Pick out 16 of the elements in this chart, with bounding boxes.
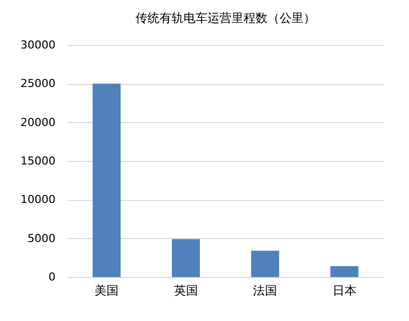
y-tick-label: 25000 bbox=[20, 77, 56, 90]
chart-title: 传统有轨电车运营里程数（公里） bbox=[136, 11, 316, 25]
bar bbox=[330, 266, 358, 277]
y-tick-label: 15000 bbox=[20, 154, 56, 168]
bar bbox=[172, 239, 200, 277]
x-tick-label: 美国 bbox=[94, 284, 119, 298]
x-tick-label: 法国 bbox=[253, 284, 278, 298]
bar bbox=[92, 84, 121, 277]
x-tick-label: 日本 bbox=[332, 284, 356, 298]
y-tick-label: 20000 bbox=[20, 116, 56, 129]
x-tick-label: 英国 bbox=[174, 284, 198, 298]
y-tick-label: 10000 bbox=[20, 193, 56, 206]
y-tick-label: 30000 bbox=[20, 38, 56, 52]
y-tick-label: 0 bbox=[48, 270, 56, 284]
y-tick-label: 5000 bbox=[28, 232, 56, 245]
bar bbox=[251, 250, 280, 277]
